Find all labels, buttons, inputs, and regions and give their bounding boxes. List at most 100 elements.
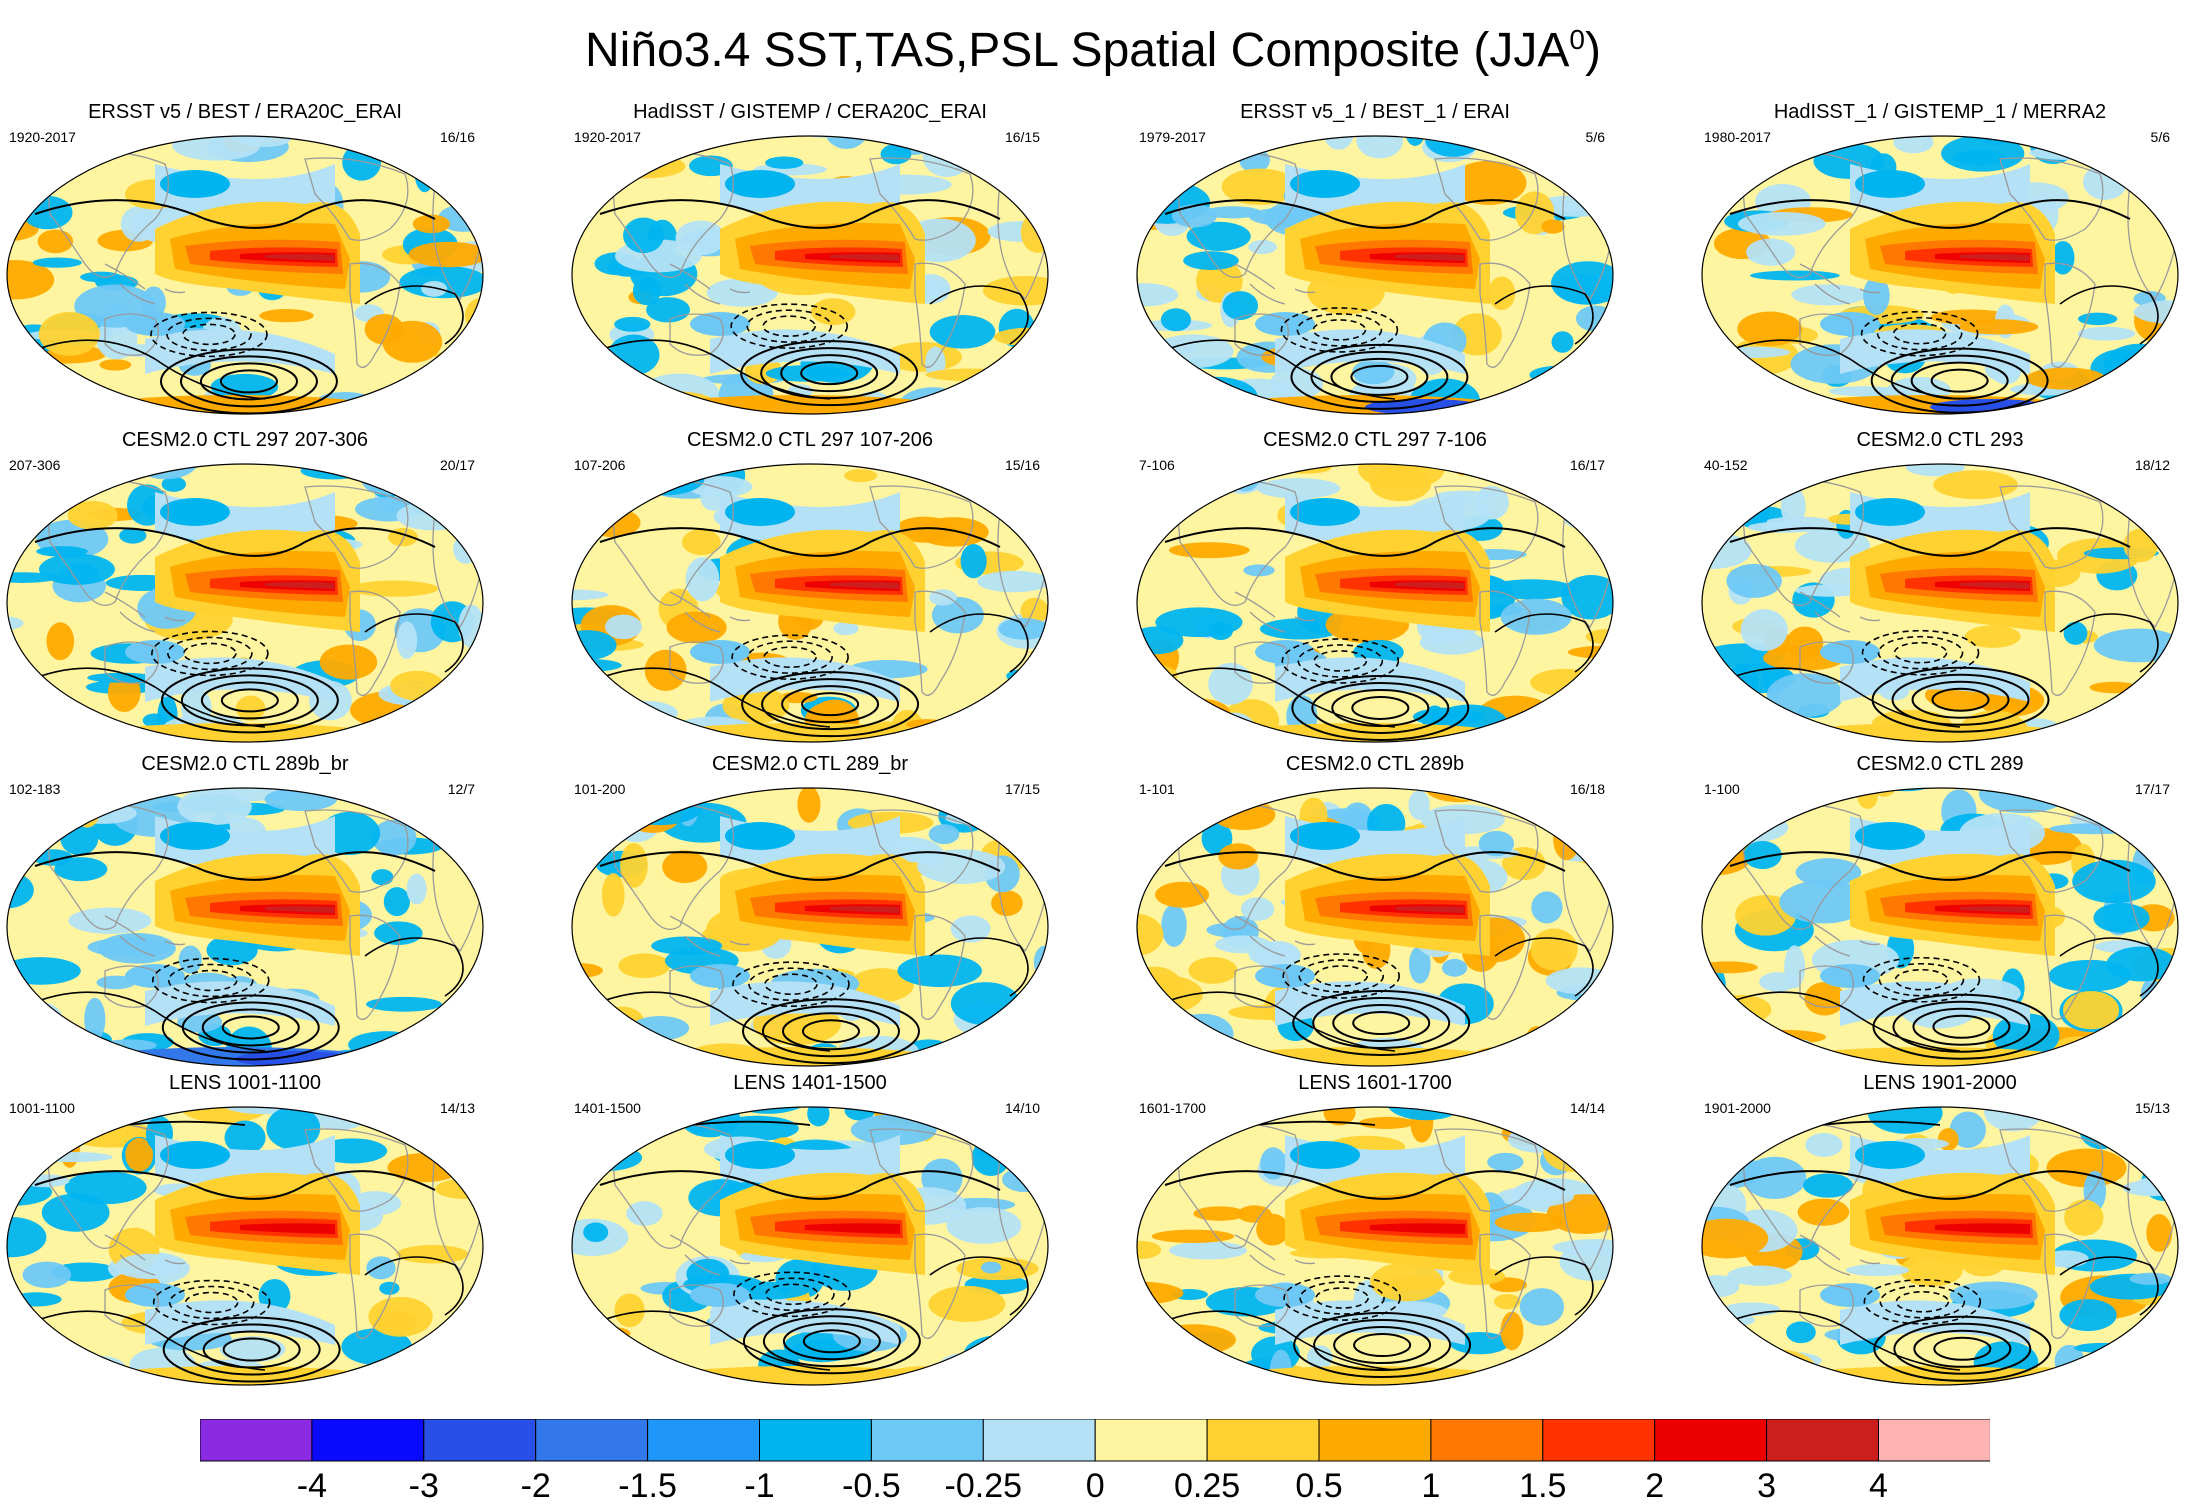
continent-outlines (1739, 150, 2178, 368)
panel-title: CESM2.0 CTL 289 (1856, 753, 2024, 775)
map-panel: LENS 1901-2000 1901-2000 15/13 (1700, 1071, 2186, 1391)
sst-anomaly-field (1702, 464, 2178, 742)
map-panel: LENS 1601-1700 1601-1700 14/14 (1135, 1071, 1655, 1391)
psl-contours (1719, 851, 2159, 1060)
panel-event-count: 16/15 (1004, 129, 1040, 145)
panel-event-count: 14/13 (439, 1100, 475, 1116)
map-panel: ERSST v5_1 / BEST_1 / ERAI 1979-2017 5/6 (1135, 100, 1655, 420)
psl-contours (1154, 1120, 1594, 1379)
psl-contours (24, 851, 464, 1061)
colorbar-swatch (1094, 1419, 1208, 1462)
colorbar-tick-label: 0 (1085, 1467, 1105, 1505)
panel-period: 7-106 (1139, 457, 1175, 473)
global-map (1701, 463, 2179, 743)
panel-period: 1901-2000 (1704, 1100, 1771, 1116)
colorbar-swatch (311, 1419, 425, 1462)
sst-anomaly-field (1137, 464, 1613, 742)
colorbar-tick-label: -3 (408, 1467, 439, 1505)
panel-event-count: 16/17 (1569, 457, 1605, 473)
global-map (571, 463, 1049, 743)
psl-contours (589, 199, 1029, 407)
panel-title: LENS 1401-1500 (733, 1072, 887, 1094)
panel-period: 1601-1700 (1139, 1100, 1206, 1116)
sst-anomaly-field (572, 136, 1048, 414)
sst-anomaly-field (1137, 136, 1613, 414)
map-panel: CESM2.0 CTL 297 207-306 207-306 20/17 (5, 428, 525, 748)
sst-anomaly-field (1702, 788, 2178, 1066)
panel-title: CESM2.0 CTL 293 (1856, 429, 2024, 451)
colorbar-swatch (1654, 1419, 1768, 1462)
continent-outlines (609, 478, 1048, 696)
colorbar-swatch (1430, 1419, 1544, 1462)
map-panel: CESM2.0 CTL 289_br 101-200 17/15 (570, 752, 1090, 1072)
sst-anomaly-field (7, 136, 483, 414)
panel-title: LENS 1001-1100 (169, 1072, 321, 1094)
global-map (571, 787, 1049, 1067)
panel-title: CESM2.0 CTL 289b_br (141, 753, 349, 775)
map-panel: LENS 1401-1500 1401-1500 14/10 (570, 1071, 1090, 1391)
panel-title: CESM2.0 CTL 297 7-106 (1263, 429, 1487, 451)
continent-outlines (1739, 478, 2178, 696)
sst-anomaly-field (1702, 136, 2178, 414)
colorbar-tick-label: -1.5 (618, 1467, 677, 1505)
sst-anomaly-field (1702, 1107, 2178, 1385)
psl-contours (1719, 527, 2159, 733)
panel-event-count: 15/16 (1004, 457, 1040, 473)
panel-title: CESM2.0 CTL 297 207-306 (121, 429, 369, 451)
sst-anomaly-field (572, 1107, 1048, 1385)
colorbar-swatch (1318, 1419, 1432, 1462)
map-panel: CESM2.0 CTL 289 1-100 17/17 (1700, 752, 2186, 1072)
colorbar-tick-label: 1.5 (1519, 1467, 1567, 1505)
colorbar-swatch (647, 1419, 761, 1462)
global-map (1701, 1106, 2179, 1386)
panel-title: HadISST / GISTEMP / CERA20C_ERAI (633, 101, 987, 123)
panel-event-count: 17/15 (1004, 781, 1040, 797)
main-title-suffix: ) (1585, 24, 1601, 77)
global-map (6, 463, 484, 743)
main-title-superscript: 0 (1569, 24, 1585, 55)
psl-contours (589, 851, 1029, 1065)
colorbar-tick-label: -1 (744, 1467, 775, 1505)
global-map (1136, 463, 1614, 743)
global-map (1701, 135, 2179, 415)
panel-period: 1-100 (1704, 781, 1740, 797)
colorbar-tick-label: 1 (1421, 1467, 1441, 1505)
main-title-text: Niño3.4 SST,TAS,PSL Spatial Composite (J… (585, 24, 1570, 77)
colorbar-swatch (1206, 1419, 1320, 1462)
colorbar-tick-label: 2 (1645, 1467, 1665, 1505)
sst-anomaly-field (1137, 788, 1613, 1066)
panel-event-count: 16/16 (439, 129, 475, 145)
global-map (571, 135, 1049, 415)
colorbar-tick-label: -0.25 (944, 1467, 1023, 1505)
panel-event-count: 12/7 (447, 781, 475, 797)
panel-title: CESM2.0 CTL 289b (1285, 753, 1465, 775)
panel-title: CESM2.0 CTL 297 107-206 (686, 429, 934, 451)
psl-contours (589, 527, 1029, 738)
global-map (1136, 1106, 1614, 1386)
colorbar (200, 1419, 1990, 1462)
global-map (571, 1106, 1049, 1386)
colorbar-tick-label: 0.5 (1295, 1467, 1343, 1505)
map-panel: LENS 1001-1100 1001-1100 14/13 (5, 1071, 525, 1391)
map-panel: CESM2.0 CTL 297 7-106 7-106 16/17 (1135, 428, 1655, 748)
colorbar-tick-label: -0.5 (842, 1467, 901, 1505)
sst-anomaly-field (1137, 1107, 1613, 1385)
panel-period: 101-200 (574, 781, 626, 797)
colorbar-tick-label: 0.25 (1174, 1467, 1241, 1505)
panel-title: ERSST v5_1 / BEST_1 / ERAI (1240, 101, 1510, 123)
panel-period: 102-183 (9, 781, 61, 797)
global-map (1136, 787, 1614, 1067)
panel-period: 1-101 (1139, 781, 1175, 797)
panel-period: 1920-2017 (9, 129, 76, 145)
sst-anomaly-field (7, 788, 483, 1066)
panel-event-count: 5/6 (1585, 129, 1605, 145)
global-map (6, 135, 484, 415)
map-panel: CESM2.0 CTL 293 40-152 18/12 (1700, 428, 2186, 748)
sst-anomaly-field (572, 464, 1048, 742)
panel-period: 1979-2017 (1139, 129, 1206, 145)
map-panel: HadISST_1 / GISTEMP_1 / MERRA2 1980-2017 5… (1700, 100, 2186, 420)
colorbar-swatch (759, 1419, 872, 1462)
colorbar-swatch (535, 1419, 649, 1462)
global-map (1136, 135, 1614, 415)
colorbar-swatch (870, 1419, 984, 1462)
